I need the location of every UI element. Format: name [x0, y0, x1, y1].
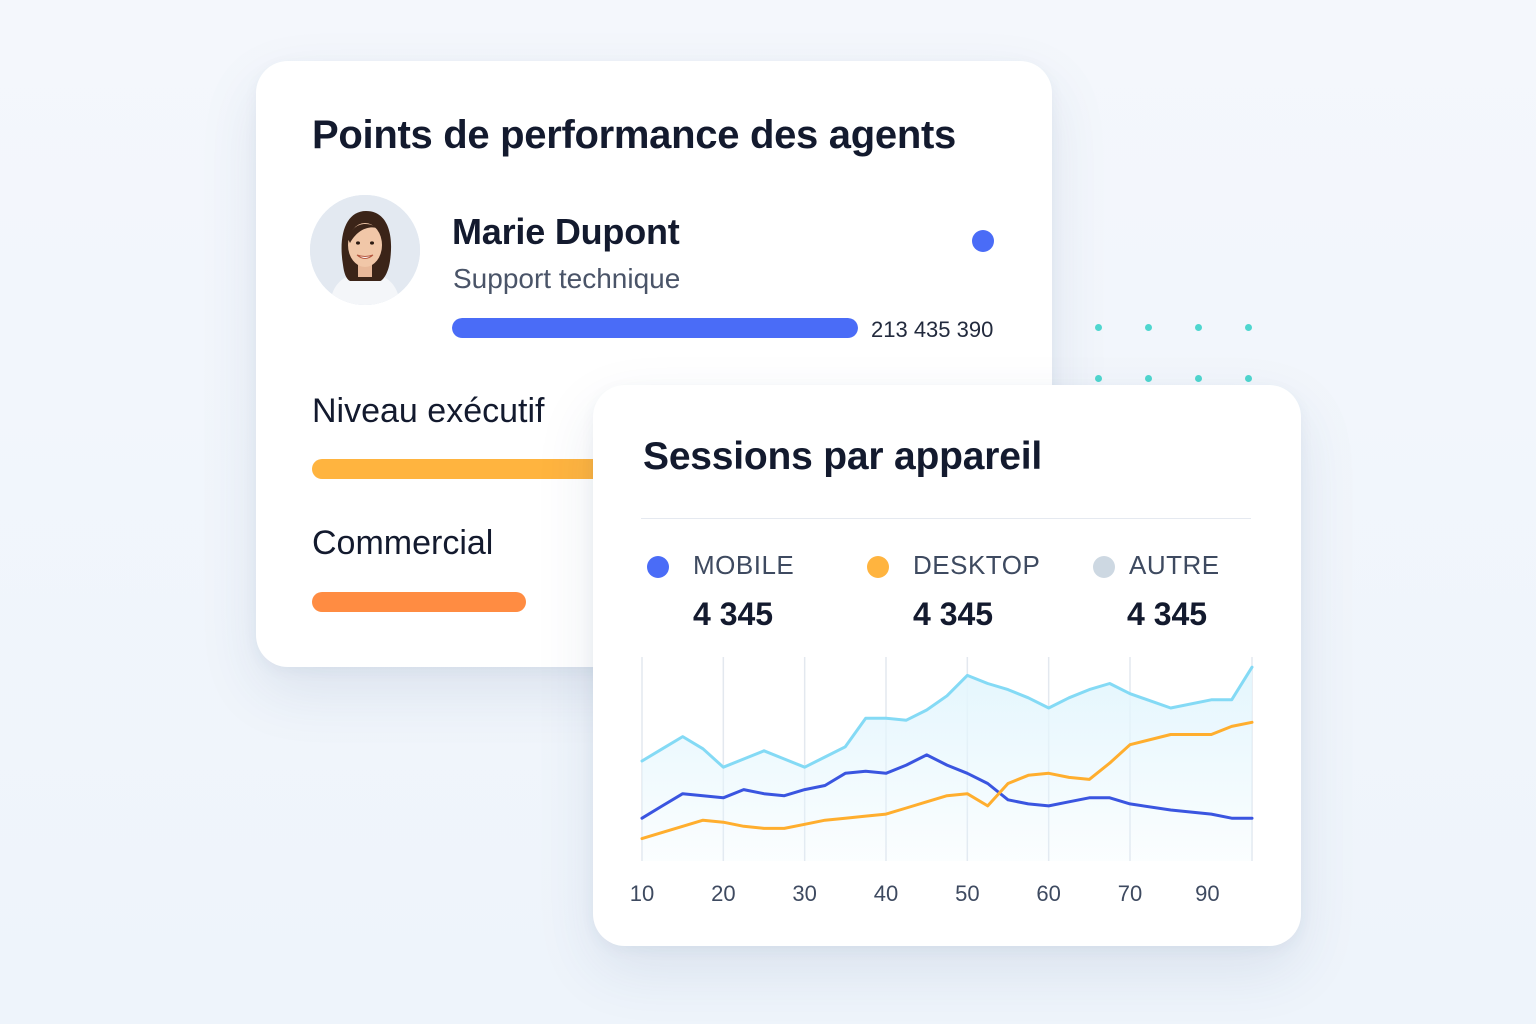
series-line-2	[640, 720, 1254, 841]
legend-value-mobile: 4 345	[693, 596, 774, 632]
decorative-dot	[1245, 324, 1252, 331]
legend-label-desktop: DESKTOP	[913, 550, 1041, 580]
avatar[interactable]	[310, 195, 420, 305]
legend-value-other: 4 345	[1127, 596, 1208, 632]
agent-progress-fill	[452, 318, 858, 338]
decorative-dot	[1095, 324, 1102, 331]
x-tick-label-50: 50	[955, 881, 979, 906]
series-line-0	[640, 665, 1254, 769]
legend-value-desktop: 4 345	[913, 596, 994, 632]
x-tick-label-60: 60	[1036, 881, 1060, 906]
decorative-dot	[1195, 375, 1202, 382]
legend-dot-mobile	[647, 556, 669, 578]
x-tick-label-90: 90	[1195, 881, 1219, 906]
series-line-1	[640, 753, 1254, 820]
legend-label-other: AUTRE	[1129, 550, 1220, 580]
agent-name: Marie Dupont	[452, 211, 680, 252]
decorative-dot	[1095, 375, 1102, 382]
sessions-chart: 10 20 30 40 50 60 70 90	[630, 657, 1254, 906]
level-bar-executive	[312, 459, 672, 479]
title-divider	[641, 518, 1251, 519]
x-tick-label-70: 70	[1118, 881, 1142, 906]
legend-label-mobile: MOBILE	[693, 550, 795, 580]
agent-progress-bar	[452, 318, 858, 338]
agent-score: 213 435 390	[871, 317, 994, 342]
avatar-portrait-icon	[310, 195, 420, 305]
level-bar-commercial	[312, 592, 526, 612]
sessions-card-title: Sessions par appareil	[643, 435, 1042, 478]
sessions-by-device-card: 10 20 30 40 50 60 70 90 Sessions par appareil M…	[593, 385, 1301, 946]
agents-card-title: Points de performance des agents	[312, 113, 956, 157]
legend-dot-desktop	[867, 556, 889, 578]
level-label-executive: Niveau exécutif	[312, 392, 545, 430]
legend-dot-other	[1093, 556, 1115, 578]
decorative-dot	[1145, 375, 1152, 382]
agent-status-dot	[972, 230, 994, 252]
decorative-dot	[1195, 324, 1202, 331]
x-tick-label-20: 20	[711, 881, 735, 906]
decorative-dot	[1145, 324, 1152, 331]
x-tick-label-30: 30	[792, 881, 816, 906]
decorative-dot-grid	[1090, 318, 1260, 388]
decorative-dot	[1245, 375, 1252, 382]
x-tick-label-10: 10	[630, 881, 654, 906]
level-label-commercial: Commercial	[312, 524, 494, 562]
x-tick-label-40: 40	[874, 881, 898, 906]
agent-role: Support technique	[453, 263, 681, 294]
